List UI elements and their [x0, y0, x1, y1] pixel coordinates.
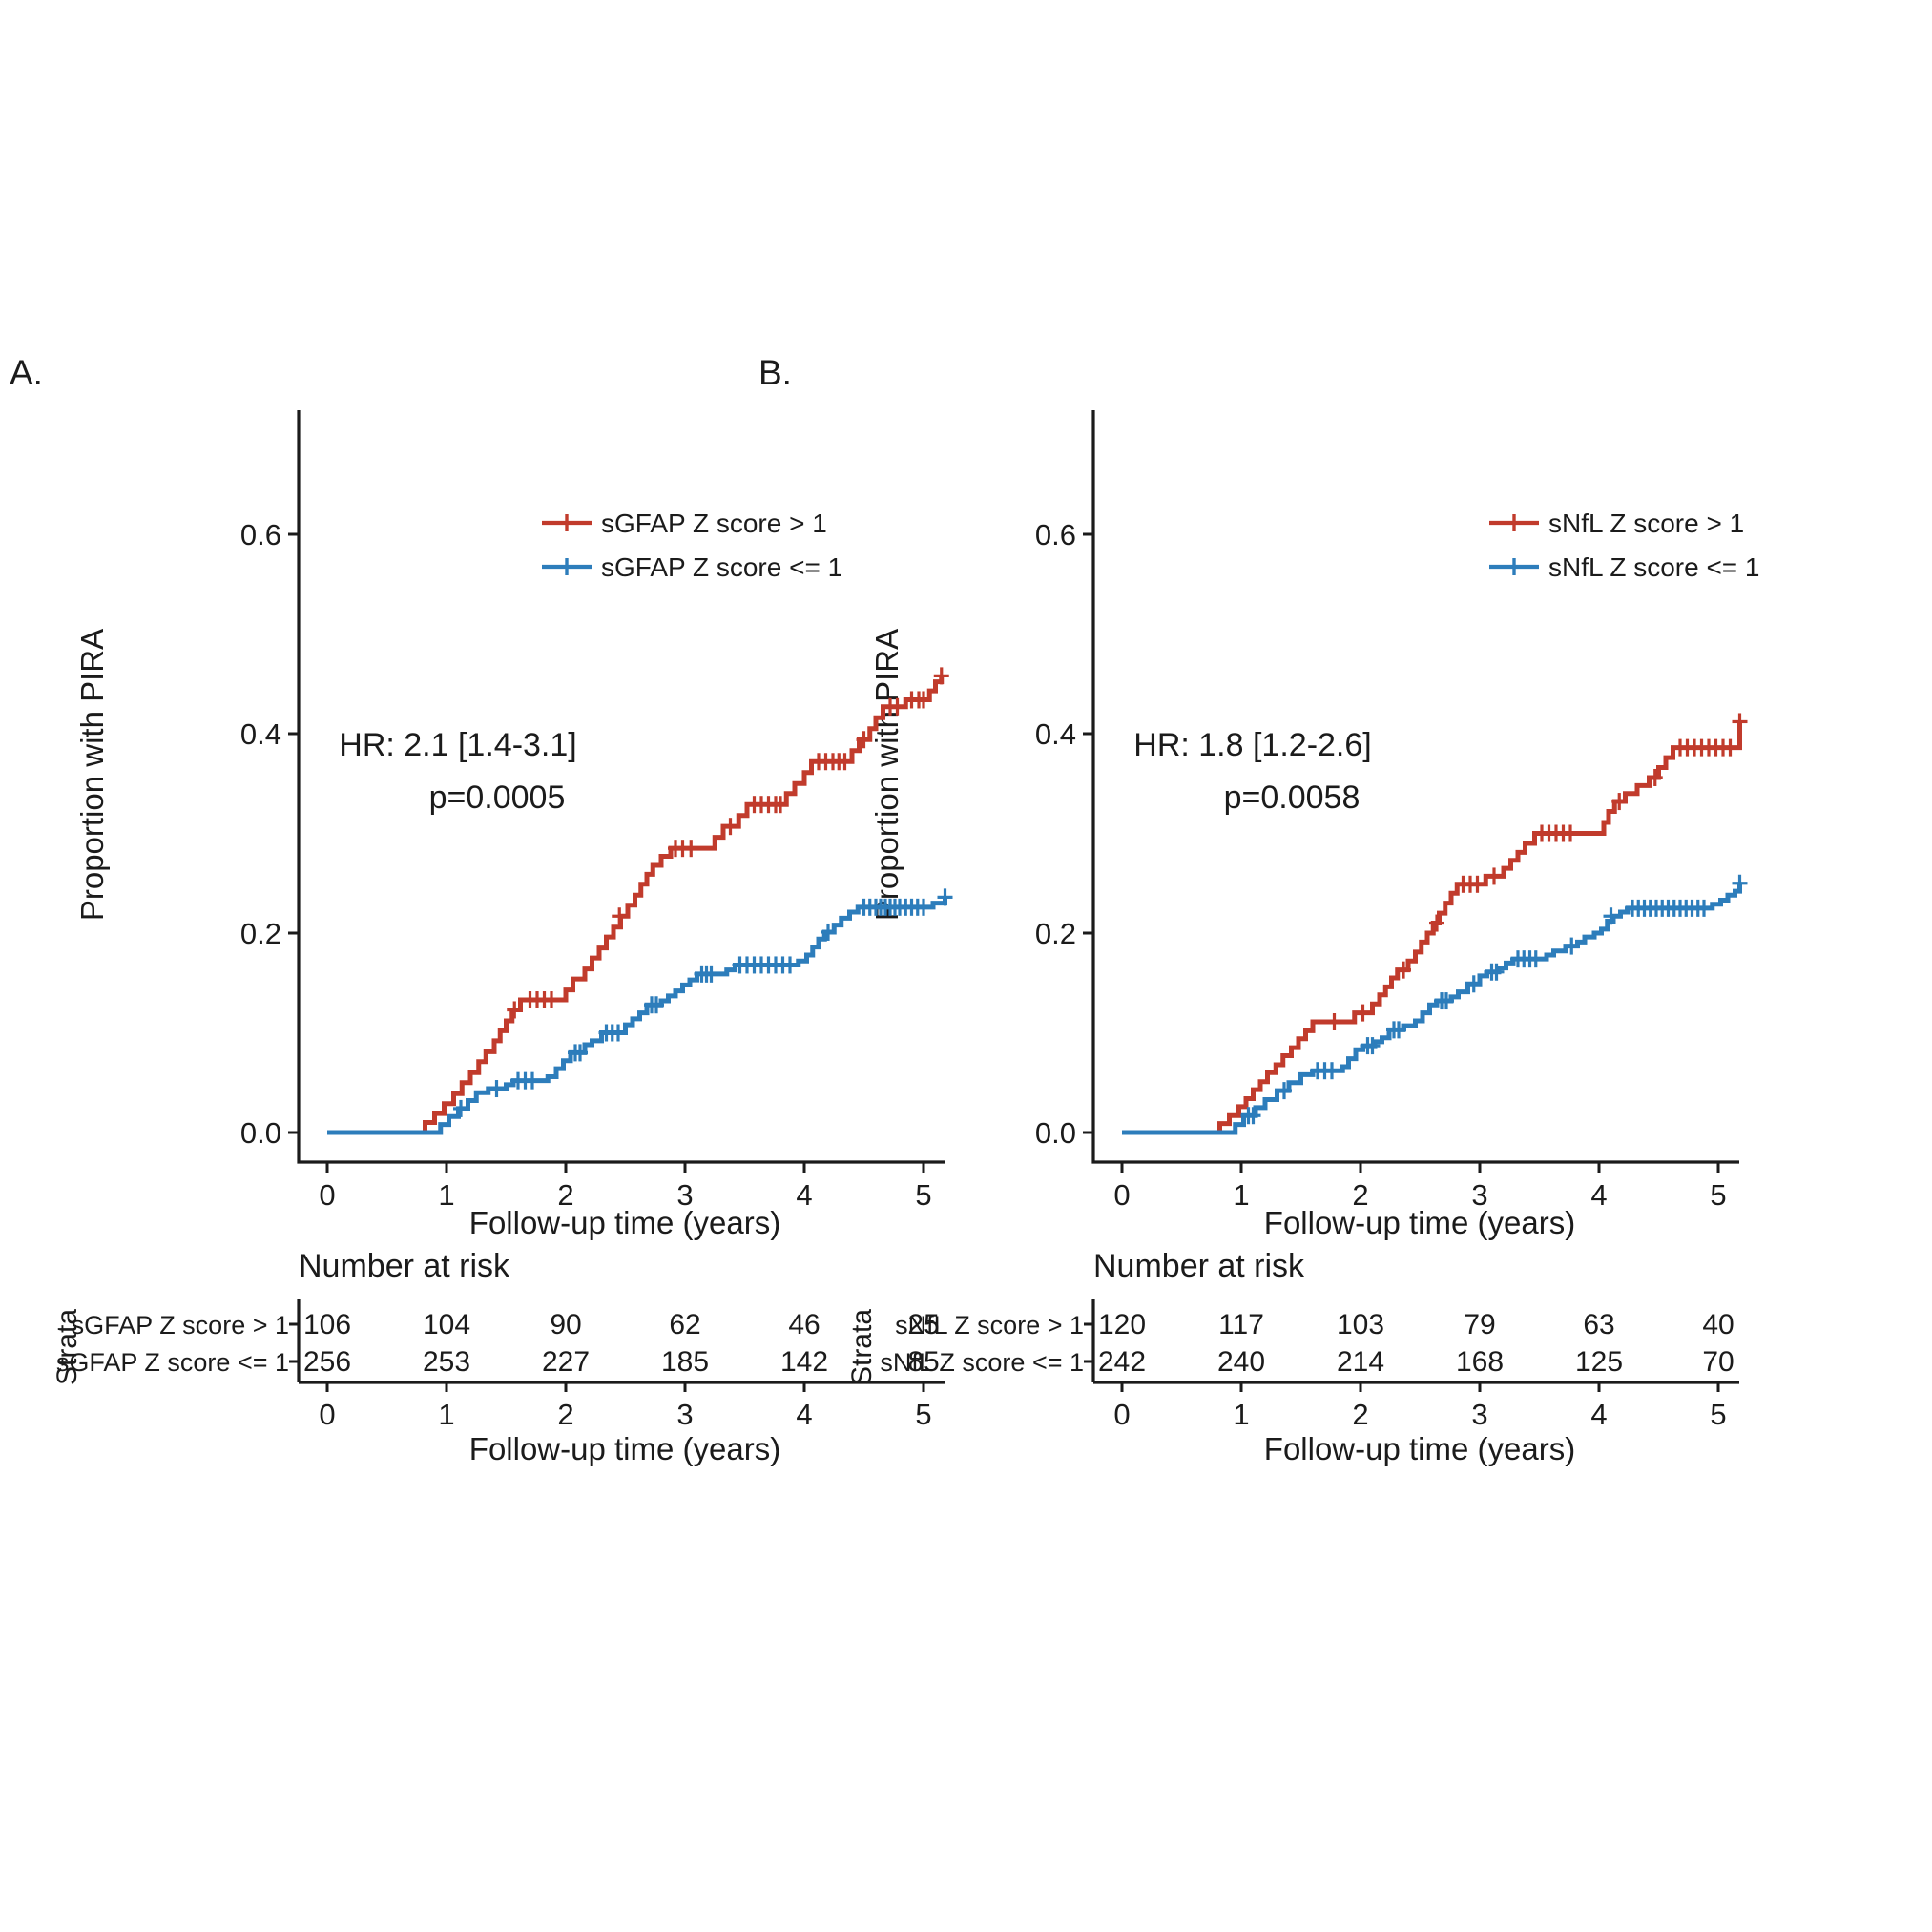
panel-b-pvalue-annotation: p=0.0058 [1224, 779, 1361, 816]
panel-a-ylabel: Proportion with PIRA [74, 629, 110, 921]
risk-count: 240 [1217, 1346, 1265, 1378]
risk-count: 117 [1218, 1309, 1264, 1340]
km-step-curve [327, 897, 947, 1135]
risk-x-tick-label: 2 [557, 1398, 573, 1431]
x-tick-label: 2 [557, 1178, 573, 1212]
risk-count: 185 [661, 1346, 709, 1378]
y-tick-label: 0.4 [240, 717, 281, 751]
risk-count: 242 [1098, 1346, 1146, 1378]
risk-count: 253 [423, 1346, 470, 1378]
risk-x-tick-label: 0 [319, 1398, 335, 1431]
risk-x-tick-label: 4 [1590, 1398, 1607, 1431]
y-tick-label: 0.0 [1035, 1116, 1076, 1150]
panel-a-legend-label-low: sGFAP Z score <= 1 [601, 552, 842, 582]
risk-count: 227 [542, 1346, 590, 1378]
risk-x-tick-label: 1 [1233, 1398, 1249, 1431]
risk-x-tick-label: 3 [1471, 1398, 1487, 1431]
risk-count: 90 [550, 1309, 581, 1340]
panel-a-legend-label-high: sGFAP Z score > 1 [601, 509, 827, 538]
risk-count: 25 [907, 1309, 939, 1340]
x-tick-label: 5 [1710, 1178, 1726, 1212]
risk-count: 168 [1456, 1346, 1504, 1378]
risk-count: 79 [1464, 1309, 1495, 1340]
panel-a-letter: A. [10, 353, 43, 392]
x-tick-label: 0 [1113, 1178, 1130, 1212]
km-step-curve [327, 675, 945, 1135]
panel-b-legend-label-low: sNfL Z score <= 1 [1548, 552, 1760, 582]
panel-a-pvalue-annotation: p=0.0005 [429, 779, 566, 816]
x-tick-label: 2 [1352, 1178, 1368, 1212]
risk-x-tick-label: 5 [1710, 1398, 1726, 1431]
panel-a-xlabel: Follow-up time (years) [469, 1205, 780, 1240]
risk-count: 62 [669, 1309, 700, 1340]
risk-x-tick-label: 4 [796, 1398, 812, 1431]
risk-count: 103 [1337, 1309, 1384, 1340]
plot-axis-frame [297, 410, 945, 1164]
panel-b-xlabel: Follow-up time (years) [1264, 1205, 1575, 1240]
panel-b-strata-name-low: sNfL Z score <= 1 [880, 1348, 1084, 1377]
y-tick-label: 0.6 [240, 518, 281, 551]
risk-count: 85 [907, 1346, 939, 1378]
panel-b-risk-table-title: Number at risk [1093, 1248, 1305, 1284]
risk-x-tick-label: 3 [676, 1398, 693, 1431]
risk-count: 106 [303, 1309, 351, 1340]
panel-b-hr-annotation: HR: 1.8 [1.2-2.6] [1133, 727, 1371, 763]
x-tick-label: 3 [1471, 1178, 1487, 1212]
risk-count: 125 [1575, 1346, 1623, 1378]
x-tick-label: 5 [915, 1178, 931, 1212]
risk-count: 120 [1098, 1309, 1146, 1340]
risk-count: 70 [1702, 1346, 1734, 1378]
panel-a-hr-annotation: HR: 2.1 [1.4-3.1] [339, 727, 576, 763]
x-tick-label: 1 [1233, 1178, 1249, 1212]
panel-a-strata-name-low: sGFAP Z score <= 1 [56, 1348, 289, 1377]
risk-count: 40 [1702, 1309, 1734, 1340]
x-tick-label: 4 [1590, 1178, 1607, 1212]
panel-b-strata-axis-label: Strata [846, 1309, 878, 1385]
risk-x-tick-label: 1 [438, 1398, 454, 1431]
risk-count: 63 [1583, 1309, 1614, 1340]
panel-a-strata-axis-label: Strata [52, 1309, 83, 1385]
y-tick-label: 0.2 [1035, 917, 1076, 950]
risk-x-tick-label: 0 [1113, 1398, 1130, 1431]
y-tick-label: 0.0 [240, 1116, 281, 1150]
risk-count: 256 [303, 1346, 351, 1378]
panel-b-letter: B. [758, 353, 792, 392]
risk-x-tick-label: 2 [1352, 1398, 1368, 1431]
risk-count: 214 [1337, 1346, 1384, 1378]
panel-a-risk-xlabel: Follow-up time (years) [469, 1431, 780, 1466]
panel-b-strata-name-high: sNfL Z score > 1 [895, 1311, 1084, 1340]
panel-b-legend-label-high: sNfL Z score > 1 [1548, 509, 1744, 538]
km-step-curve [1122, 883, 1742, 1135]
panel-b-ylabel: Proportion with PIRA [869, 629, 904, 921]
y-tick-label: 0.4 [1035, 717, 1076, 751]
y-tick-label: 0.6 [1035, 518, 1076, 551]
risk-count: 142 [780, 1346, 828, 1378]
risk-count: 46 [788, 1309, 820, 1340]
x-tick-label: 1 [438, 1178, 454, 1212]
km-step-curve [1122, 721, 1742, 1135]
risk-count: 104 [423, 1309, 470, 1340]
x-tick-label: 3 [676, 1178, 693, 1212]
panel-a-strata-name-high: sGFAP Z score > 1 [72, 1311, 289, 1340]
plot-axis-frame [1091, 410, 1739, 1164]
x-tick-label: 4 [796, 1178, 812, 1212]
risk-x-tick-label: 5 [915, 1398, 931, 1431]
y-tick-label: 0.2 [240, 917, 281, 950]
panel-a-risk-table-title: Number at risk [299, 1248, 510, 1284]
x-tick-label: 0 [319, 1178, 335, 1212]
panel-b-risk-xlabel: Follow-up time (years) [1264, 1431, 1575, 1466]
